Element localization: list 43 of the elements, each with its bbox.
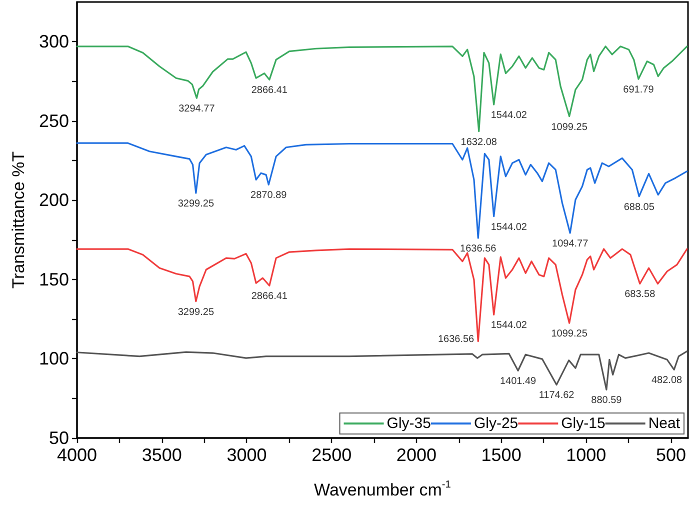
annotation: 683.58	[624, 289, 656, 300]
annotation: 1636.56	[438, 334, 475, 345]
x-tick-label: 2000	[396, 445, 436, 465]
annotation: 3299.25	[178, 198, 214, 210]
x-tick-label: 3000	[226, 445, 267, 465]
y-tick-label: 200	[38, 190, 69, 210]
annotation: 1099.25	[551, 328, 588, 340]
annotation: 880.59	[591, 395, 622, 406]
legend-label: Gly-35	[386, 415, 431, 432]
y-tick-label: 100	[38, 348, 69, 369]
x-tick-label: 3500	[142, 445, 182, 465]
annotation: 1401.49	[500, 376, 537, 388]
annotation: 1094.77	[552, 238, 589, 250]
annotation: 1544.02	[490, 320, 528, 332]
y-tick-label: 300	[38, 32, 69, 52]
annotation: 2866.41	[251, 85, 288, 96]
legend-label: Gly-15	[561, 415, 606, 432]
x-tick-label: 2500	[312, 445, 352, 465]
legend-label: Neat	[648, 415, 681, 432]
annotation: 482.08	[651, 375, 682, 386]
y-axis-title: Transmittance %T	[9, 151, 28, 289]
annotation: 688.05	[624, 202, 655, 213]
annotation: 1636.56	[460, 244, 497, 255]
annotation: 2866.41	[251, 291, 288, 302]
annotation: 3299.25	[178, 306, 214, 318]
annotation: 1099.25	[551, 122, 588, 133]
annotation: 1174.62	[538, 390, 575, 402]
x-tick-label: 4000	[56, 445, 98, 465]
line-series	[76, 46, 688, 132]
annotation: 691.79	[623, 84, 654, 96]
line-series	[76, 350, 688, 390]
annotation: 1544.02	[490, 222, 528, 233]
x-tick-label: 1500	[481, 445, 522, 465]
y-tick-label: 50	[48, 428, 69, 448]
annotation: 2870.89	[250, 190, 288, 202]
annotation: 1632.08	[460, 136, 498, 148]
annotation: 1544.02	[490, 110, 528, 122]
x-tick-label: 1000	[566, 445, 606, 465]
y-tick-label: 250	[38, 110, 69, 131]
annotation: 3294.77	[178, 104, 216, 115]
y-tick-label: 150	[38, 269, 69, 290]
legend-label: Gly-25	[474, 415, 518, 432]
x-tick-label: 500	[656, 445, 686, 465]
